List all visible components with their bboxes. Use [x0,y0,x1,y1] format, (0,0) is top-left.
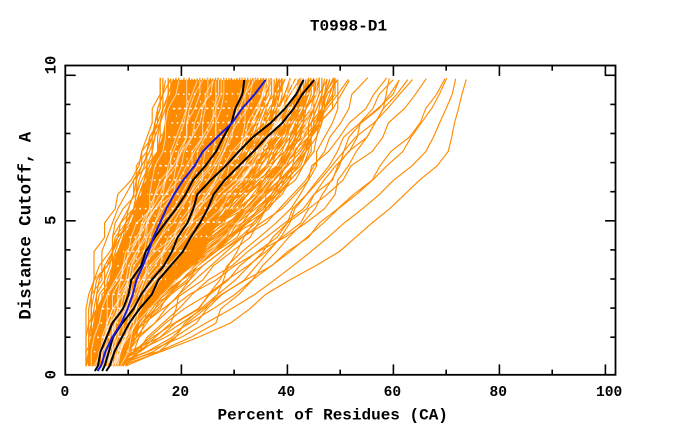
svg-text:40: 40 [278,385,296,401]
svg-text:20: 20 [172,385,190,401]
svg-text:T0998-D1: T0998-D1 [310,17,387,35]
svg-text:0: 0 [61,385,70,401]
svg-text:80: 80 [490,385,508,401]
svg-text:0: 0 [43,370,61,379]
svg-text:100: 100 [596,385,622,401]
svg-text:60: 60 [384,385,402,401]
svg-text:5: 5 [43,216,61,225]
svg-text:10: 10 [43,56,61,74]
svg-text:Percent of Residues (CA): Percent of Residues (CA) [217,407,447,425]
svg-text:Distance Cutoff, A: Distance Cutoff, A [18,131,37,319]
